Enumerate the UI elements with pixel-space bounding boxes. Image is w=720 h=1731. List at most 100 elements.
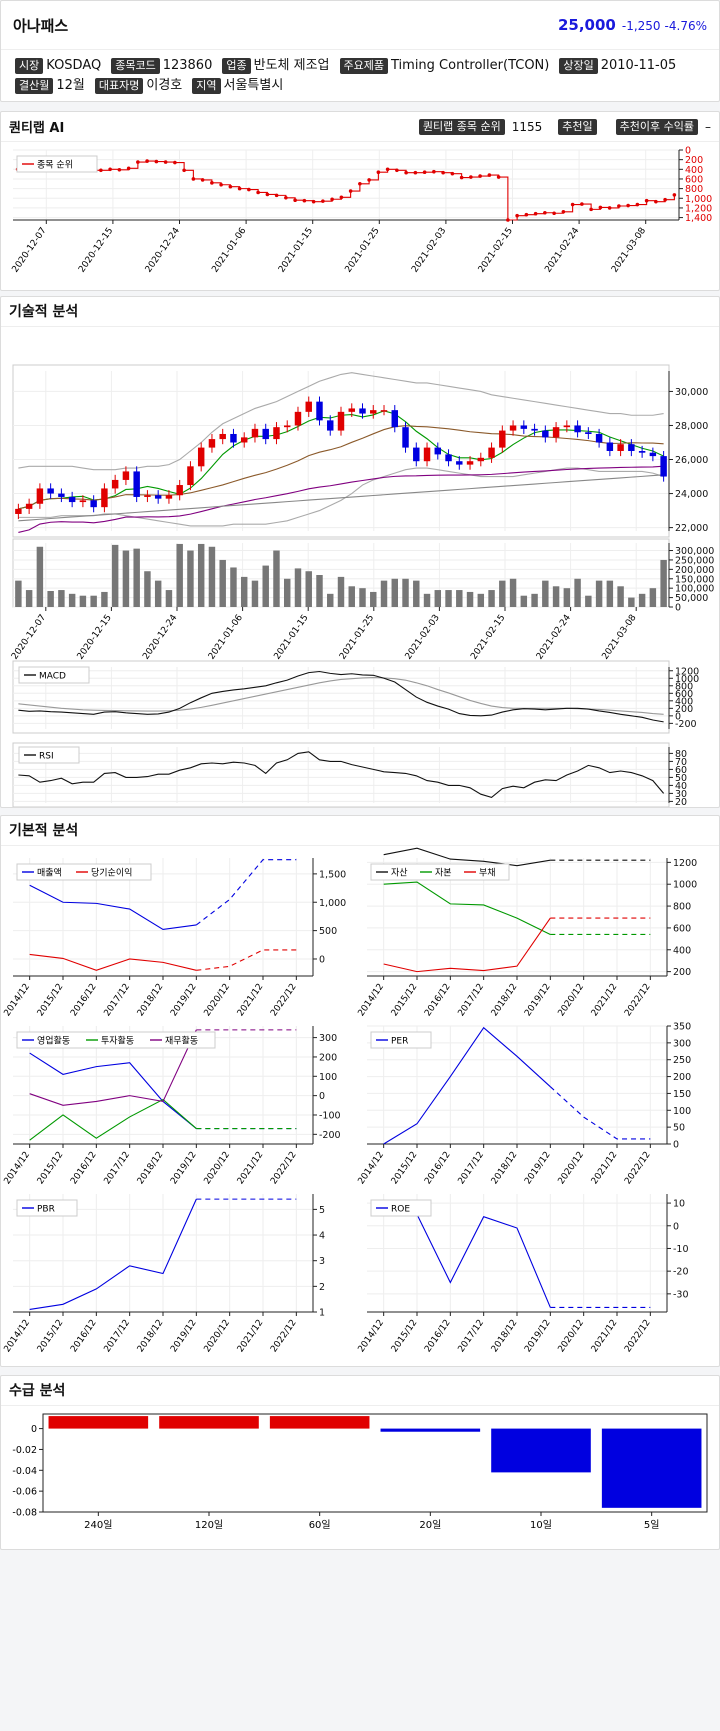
candle-body xyxy=(208,439,216,448)
rank-point xyxy=(210,181,214,185)
x-tick-label: 2016/12 xyxy=(69,1318,99,1354)
x-tick-label: 120일 xyxy=(195,1519,223,1531)
rank-point xyxy=(607,206,612,210)
volume-bar xyxy=(305,571,312,607)
y-tick-label: 1200 xyxy=(675,666,699,677)
legend-label: 종목 순위 xyxy=(37,160,73,171)
x-tick-label: 2015/12 xyxy=(390,1318,420,1354)
info-value: 12월 xyxy=(56,78,85,93)
volume-bar xyxy=(477,593,485,607)
volume-bar xyxy=(563,588,571,607)
info-label: 시장 xyxy=(15,58,44,74)
info-label: 종목코드 xyxy=(111,58,160,74)
y-tick-label: 150,000 xyxy=(675,574,714,585)
volume-bar xyxy=(552,586,560,607)
volume-bar xyxy=(660,559,667,607)
stock-header-card: 아나패스 25,000 -1,250 -4.76% 시장 KOSDAQ 종목코드 1238… xyxy=(0,0,720,102)
rank-point xyxy=(219,182,223,187)
candle-body xyxy=(176,485,183,496)
candle-body xyxy=(531,428,538,431)
volume-bar xyxy=(348,586,355,607)
x-tick-label: 2018/12 xyxy=(490,1150,520,1186)
candle-body xyxy=(466,461,474,465)
rank-point xyxy=(626,203,630,208)
candle-body xyxy=(101,488,108,508)
x-tick-label: 2019/12 xyxy=(169,1318,199,1354)
volume-bar xyxy=(58,590,65,607)
legend-box xyxy=(370,863,510,881)
technical-charts: 22,00024,00026,00028,00030,000050,000100… xyxy=(10,364,714,808)
candle-body xyxy=(434,447,442,455)
series-line xyxy=(383,881,551,935)
volume-bar xyxy=(101,591,108,607)
supply-bar xyxy=(269,1416,370,1429)
x-tick-label: 2020-12-24 xyxy=(144,226,182,275)
y-tick-label: 4 xyxy=(319,1231,325,1242)
macd-signal-line xyxy=(18,676,664,715)
x-tick-label: 2020/12 xyxy=(202,1318,232,1354)
info-label: 대표자명 xyxy=(94,78,144,94)
candle-body xyxy=(552,427,560,438)
x-tick-label: 2021-01-25 xyxy=(338,613,376,662)
y-tick-label: 200,000 xyxy=(675,565,714,576)
info-label: 주요제품 xyxy=(339,58,388,74)
pbr-chart: 1 2 3 4 5 PBR 2014/12 2015/12 2016/12 2017/12 2018… xyxy=(2,1194,325,1354)
rank-point xyxy=(302,198,307,203)
y-tick-label: 26,000 xyxy=(675,455,708,466)
volume-bar xyxy=(284,578,291,607)
y-tick-label: 0 xyxy=(673,1221,679,1232)
stock-price: 25,000 -1,250 -4.76% xyxy=(558,16,707,34)
x-tick-label: 2021-03-08 xyxy=(610,226,648,275)
legend-box xyxy=(18,746,80,764)
rank-point xyxy=(561,209,566,214)
volume-bar xyxy=(595,580,603,607)
volume-bar xyxy=(423,593,431,607)
y-tick-label: 600 xyxy=(673,923,691,934)
candle-body xyxy=(284,425,291,428)
candle-body xyxy=(456,461,463,465)
x-tick-label: 2021-01-06 xyxy=(207,613,245,662)
candle-body xyxy=(445,454,452,462)
y-tick-label: 30 xyxy=(675,789,687,800)
supply-bar xyxy=(159,1416,259,1429)
y-tick-label: -200 xyxy=(675,719,697,730)
volume-bar xyxy=(617,586,624,607)
y-tick-label: 100,000 xyxy=(675,584,714,595)
legend-box xyxy=(16,1199,78,1217)
fundamental-card: 기본적 분석 0 500 1,000 1,500 매출액 당기순이익 2014/12 2015… xyxy=(0,815,720,1367)
candle-body xyxy=(251,428,259,438)
x-tick-label: 2017/12 xyxy=(456,1318,486,1354)
stock-info: 시장 KOSDAQ 종목코드 123860 업종 반도체 제조업 주요제품 Timing Co… xyxy=(1,49,719,102)
volume-bar xyxy=(488,590,495,607)
y-tick-label: 200 xyxy=(319,1052,337,1063)
ma60-line xyxy=(18,465,664,533)
x-tick-label: 2021-02-15 xyxy=(477,226,515,275)
y-tick-label: 50 xyxy=(675,773,687,784)
rank-point xyxy=(496,175,501,179)
volume-bar xyxy=(391,578,398,607)
y-tick-label: 800 xyxy=(685,184,703,195)
candle-body xyxy=(402,427,409,448)
y-tick-label: 200 xyxy=(685,155,703,166)
x-tick-label: 2014/12 xyxy=(356,1150,386,1186)
volume-bar xyxy=(230,567,237,607)
candle-body xyxy=(628,444,635,451)
y-tick-label: -20 xyxy=(673,1267,689,1278)
series-line xyxy=(29,884,197,931)
x-tick-label: 2015/12 xyxy=(36,1318,66,1354)
volume-bar xyxy=(79,595,87,607)
volume-bar xyxy=(25,590,33,607)
y-tick-label: 40 xyxy=(675,781,687,792)
current-price: 25,000 xyxy=(557,16,616,34)
volume-bar xyxy=(509,578,517,607)
volume-bar xyxy=(445,590,452,607)
x-tick-label: 2016/12 xyxy=(423,1318,453,1354)
supply-chart: 0 -0.02 -0.04 -0.06 -0.08 240일 120일 60일 20일 10일 5일 xyxy=(12,1413,708,1531)
quantilab-card: 퀀티랩 AI 퀀티랩 종목 순위 1155 추천일 추천이후 수익률 – 0 20… xyxy=(0,111,720,291)
x-tick-label: 2016/12 xyxy=(423,982,453,1018)
volume-bar xyxy=(251,580,259,607)
y-tick-label: 0 xyxy=(673,1140,679,1151)
volume-bar xyxy=(111,544,119,607)
